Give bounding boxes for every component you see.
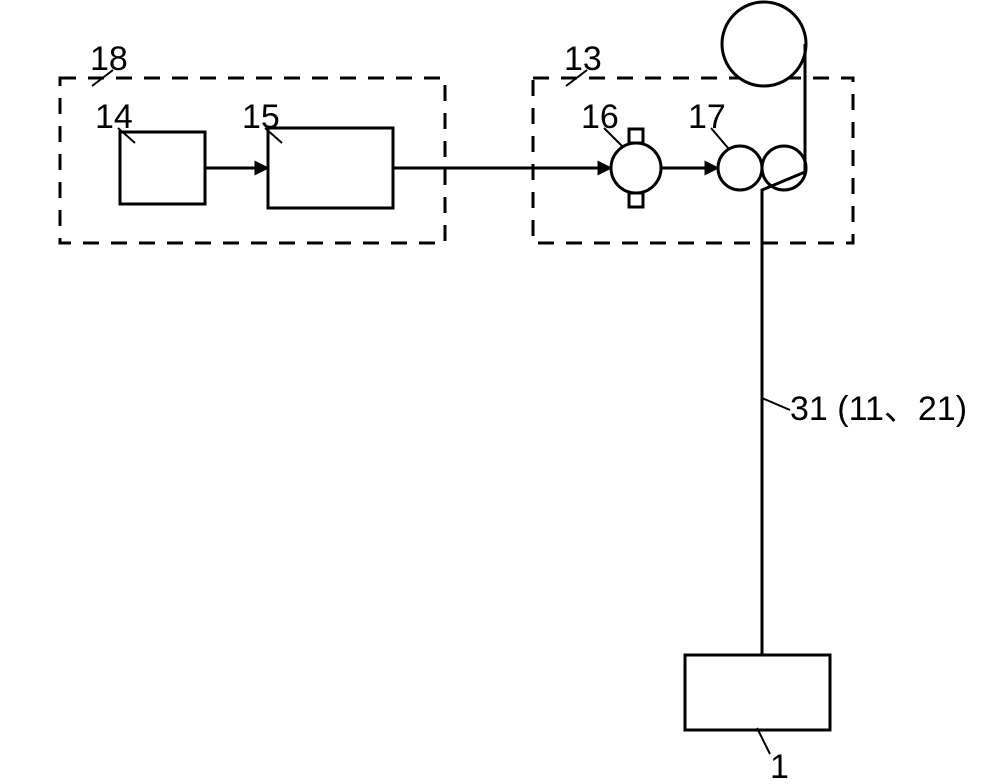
label-17: 17 [688,98,726,136]
label-15: 15 [242,98,280,136]
roller-right [762,146,806,190]
motor-16 [611,143,661,193]
block-14 [120,132,205,204]
wire-31 [762,44,805,655]
label-14: 14 [95,98,133,136]
top-spool [722,2,806,86]
motor-tab-top [629,129,643,143]
block-15 [268,128,393,208]
label-31: 31 (11、21) [790,390,967,428]
label-16: 16 [581,98,619,136]
label-1: 1 [770,748,789,784]
block-1 [685,655,830,730]
roller-left [718,146,762,190]
motor-tab-bottom [629,193,643,207]
